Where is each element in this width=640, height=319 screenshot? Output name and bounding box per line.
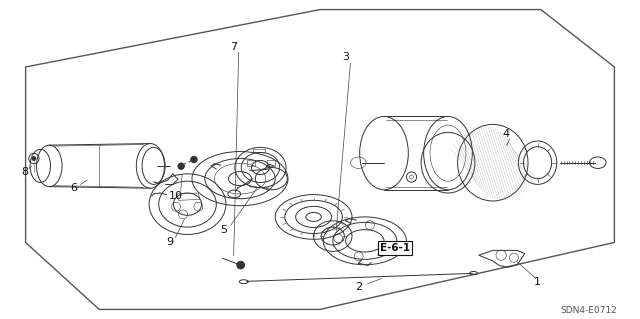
- Text: E-6-1: E-6-1: [380, 243, 410, 253]
- Bar: [267, 160, 275, 166]
- Text: 2: 2: [355, 282, 362, 292]
- Circle shape: [237, 261, 244, 269]
- Text: 3: 3: [342, 52, 349, 63]
- Text: 7: 7: [230, 42, 237, 52]
- Text: 10: 10: [169, 191, 183, 201]
- Circle shape: [32, 157, 36, 160]
- Text: 9: 9: [166, 237, 173, 248]
- Bar: [253, 149, 265, 152]
- Text: 6: 6: [70, 183, 77, 193]
- Text: 1: 1: [534, 277, 541, 287]
- Circle shape: [191, 156, 197, 163]
- Circle shape: [178, 163, 184, 169]
- Text: 5: 5: [221, 225, 227, 235]
- Text: SDN4-E0712: SDN4-E0712: [561, 306, 618, 315]
- Text: 8: 8: [20, 167, 28, 177]
- Bar: [247, 160, 255, 166]
- Text: 4: 4: [502, 129, 509, 139]
